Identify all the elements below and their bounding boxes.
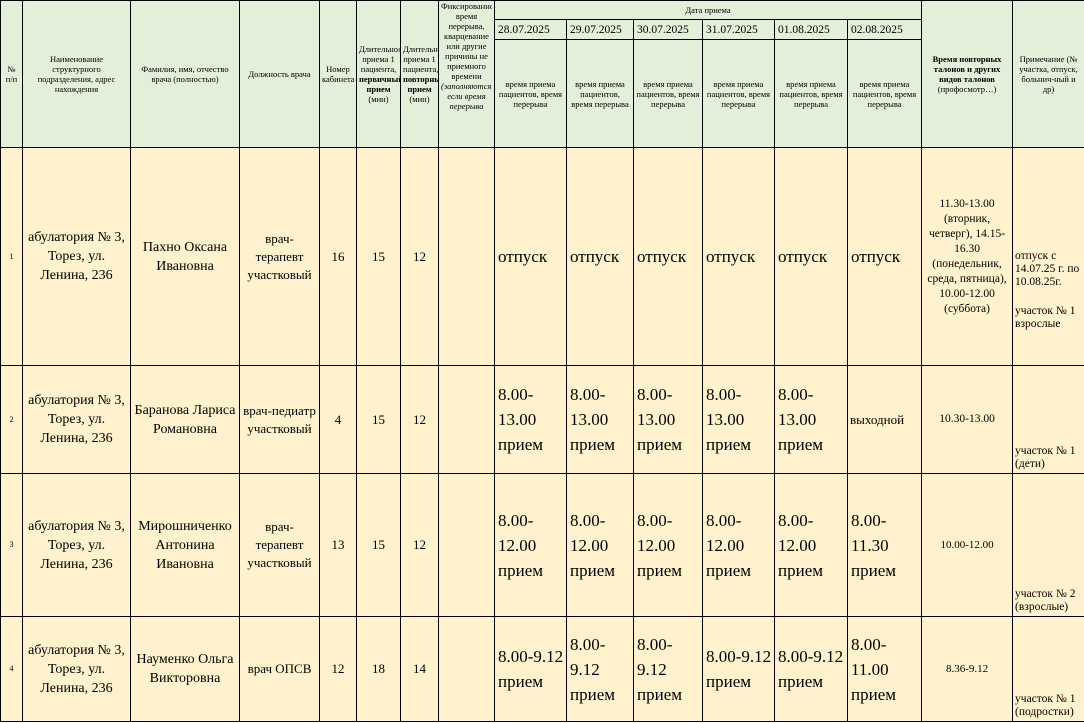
header-date: 30.07.2025 [633,19,703,40]
header-repeat-tickets: Время повторных талонов и других видов т… [921,0,1014,148]
table-row: 3 абулатория № 3, Торез, ул. Ленина, 236… [0,473,1084,617]
row-fixed [438,616,495,722]
row-dur-repeat: 14 [400,616,439,722]
row-dept: абулатория № 3, Торез, ул. Ленина, 236 [22,473,131,617]
row-dept: абулатория № 3, Торез, ул. Ленина, 236 [22,616,131,722]
header-position: Должность врача [239,0,320,148]
row-cabinet: 12 [319,616,357,722]
row-note: отпуск с 14.07.25 г. по 10.08.25г. участ… [1012,147,1084,366]
header-note: Примечание (№ участка, отпуск, больнич-н… [1012,0,1084,148]
row-day: 8.00-9.12 прием [566,616,634,722]
row-dur-repeat: 12 [400,147,439,366]
row-day: 8.00-12.00 прием [774,473,848,617]
row-num: 1 [0,147,23,366]
header-dept: Наименование структурного подразделения,… [22,0,131,148]
row-day: 8.00-12.00 прием [633,473,703,617]
row-cabinet: 4 [319,365,357,474]
row-dur-first: 18 [356,616,401,722]
table-row: 2 абулатория № 3, Торез, ул. Ленина, 236… [0,365,1084,474]
row-note: участок № 1 (дети) [1012,365,1084,474]
row-note: участок № 2 (взрослые) [1012,473,1084,617]
header-dur-repeat: Длительность приема 1 пациента, повторны… [400,0,439,148]
row-day: 8.00-11.00 прием [846,616,923,722]
row-day: отпуск [702,147,775,366]
header-date: 02.08.2025 [846,19,923,40]
row-fio: Науменко Ольга Викторовна [130,616,240,722]
header-sub: время приема пациентов, время перерыва [702,39,775,148]
row-day: 8.00-11.30 прием [846,473,923,617]
row-day: отпуск [846,147,923,366]
header-cabinet: Номер кабинета [319,0,357,148]
row-num: 3 [0,473,23,617]
table-row: 1 абулатория № 3, Торез, ул. Ленина, 236… [0,147,1084,366]
row-day: 8.00-12.00 прием [566,473,634,617]
row-day: 8.00-13.00 прием [566,365,634,474]
row-day: выходной [846,365,923,474]
row-position: врач-терапевт участковый [239,473,320,617]
row-note-bottom: участок № 2 (взрослые) [1015,588,1076,613]
header-date-group: Дата приема [493,0,923,20]
row-repeat: 11.30-13.00 (вторник, четверг), 14.15-16… [921,147,1014,366]
row-fixed [438,147,495,366]
row-day: 8.00-12.00 прием [494,473,567,617]
header-date: 31.07.2025 [702,19,775,40]
row-fixed [438,473,495,617]
row-day: 8.00-9.12 прием [702,616,775,722]
row-day: 8.00-9.12 прием [633,616,703,722]
row-fio: Пахно Оксана Ивановна [130,147,240,366]
header-date: 01.08.2025 [774,19,848,40]
row-num: 4 [0,616,23,722]
row-fixed [438,365,495,474]
row-repeat: 8.36-9.12 [921,616,1014,722]
table-row: 4 абулатория № 3, Торез, ул. Ленина, 236… [0,616,1084,722]
row-fio: Баранова Лариса Романовна [130,365,240,474]
header-sub: время приема пациентов, время перерыва [846,39,923,148]
row-note-bottom: участок № 1 (подростки) [1015,693,1076,718]
row-day: отпуск [494,147,567,366]
row-num: 2 [0,365,23,474]
row-day: 8.00-12.00 прием [702,473,775,617]
row-note: участок № 1 (подростки) [1012,616,1084,722]
row-day: отпуск [774,147,848,366]
row-cabinet: 13 [319,473,357,617]
row-day: отпуск [566,147,634,366]
header-fio: Фамилия, имя, отчество врача (полностью) [130,0,240,148]
row-day: отпуск [633,147,703,366]
row-dur-repeat: 12 [400,365,439,474]
header-num: № п/п [0,0,23,148]
row-cabinet: 16 [319,147,357,366]
row-day: 8.00-9.12 прием [774,616,848,722]
row-position: врач-терапевт участковый [239,147,320,366]
row-day: 8.00-13.00 прием [702,365,775,474]
header-date: 29.07.2025 [566,19,634,40]
row-dur-first: 15 [356,473,401,617]
header-sub: время приема пациентов, время перерыва [494,39,567,148]
row-dept: абулатория № 3, Торез, ул. Ленина, 236 [22,365,131,474]
header-sub: время приема пациентов, время перерыва [566,39,634,148]
header-fixed-time: Фиксированное время перерыва, кварцевани… [438,0,495,148]
row-day: 8.00-9.12 прием [494,616,567,722]
row-position: врач-педиатр участковый [239,365,320,474]
header-dur-first: Длительность приема 1 пациента, первичны… [356,0,401,148]
row-position: врач ОПСВ [239,616,320,722]
row-day: 8.00-13.00 прием [633,365,703,474]
row-dur-first: 15 [356,365,401,474]
row-repeat: 10.00-12.00 [921,473,1014,617]
row-dur-first: 15 [356,147,401,366]
row-note-bottom: участок № 1 взрослые [1015,305,1076,330]
row-repeat: 10.30-13.00 [921,365,1014,474]
row-day: 8.00-13.00 прием [774,365,848,474]
row-fio: Мирошниченко Антонина Ивановна [130,473,240,617]
row-note-top: отпуск с 14.07.25 г. по 10.08.25г. [1015,250,1080,288]
row-dur-repeat: 12 [400,473,439,617]
row-day: 8.00-13.00 прием [494,365,567,474]
header-sub: время приема пациентов, время перерыва [633,39,703,148]
header-sub: время приема пациентов, время перерыва [774,39,848,148]
row-note-bottom: участок № 1 (дети) [1015,445,1076,470]
row-dept: абулатория № 3, Торез, ул. Ленина, 236 [22,147,131,366]
header-date: 28.07.2025 [494,19,567,40]
